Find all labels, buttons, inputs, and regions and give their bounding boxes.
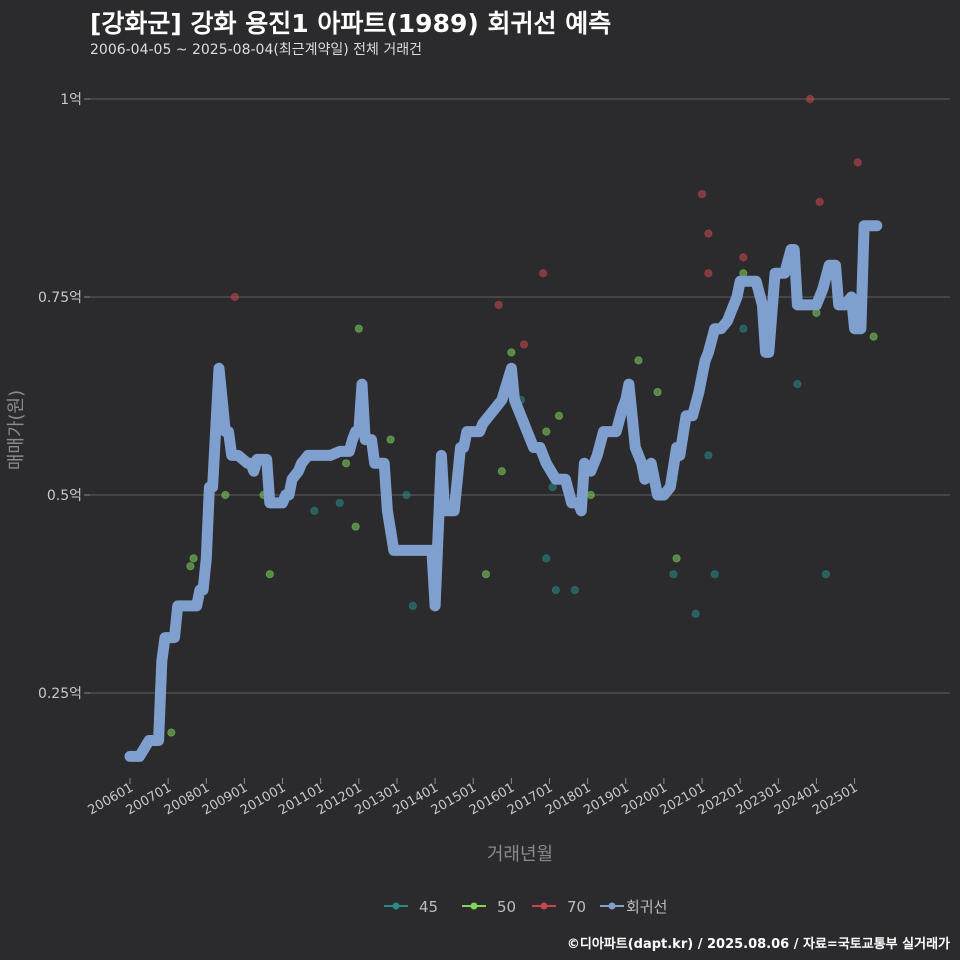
- point-70: [853, 158, 862, 167]
- point-50: [167, 728, 176, 737]
- point-70: [815, 197, 824, 207]
- point-50: [653, 387, 662, 397]
- legend-item: 45: [384, 898, 438, 916]
- chart-title: [강화군] 강화 용진1 아파트(1989) 회귀선 예측: [90, 9, 612, 38]
- legend-label: 회귀선: [626, 898, 667, 916]
- legend-key-dot: [608, 902, 616, 910]
- point-70: [519, 340, 529, 349]
- point-50: [554, 411, 564, 420]
- point-70: [739, 253, 748, 262]
- point-50: [634, 356, 643, 365]
- point-50: [354, 324, 363, 333]
- point-50: [351, 522, 360, 531]
- legend-item: 70: [532, 898, 586, 916]
- point-50: [672, 554, 681, 563]
- point-45: [793, 380, 802, 389]
- point-45: [704, 451, 713, 460]
- regression-line: [124, 220, 883, 762]
- y-axis-title: 매매가(원): [6, 390, 27, 470]
- point-45: [821, 570, 831, 579]
- chart-subtitle: 2006-04-05 ~ 2025-08-04(최근계약일) 전체 거래건: [90, 42, 422, 58]
- y-tick-label: 0.25억: [38, 686, 82, 702]
- point-45: [739, 324, 748, 333]
- point-50: [869, 332, 878, 341]
- point-50: [186, 562, 195, 571]
- point-50: [497, 467, 506, 476]
- legend-label: 45: [419, 898, 438, 916]
- x-axis: 2006012007012008012009012010012011012012…: [86, 778, 861, 818]
- credit-footer: ©디아파트(dapt.kr) / 2025.08.06 / 자료=국토교통부 실…: [566, 937, 950, 952]
- x-axis-title: 거래년월: [487, 844, 553, 865]
- point-45: [710, 570, 719, 579]
- legend: 45 50 70 회귀선: [384, 898, 667, 916]
- point-70: [230, 292, 239, 302]
- point-45: [408, 601, 417, 610]
- point-50: [265, 570, 274, 579]
- y-axis: 0.25억 0.5억 0.75억 1억: [38, 92, 90, 702]
- point-45: [542, 554, 551, 563]
- point-70: [494, 300, 503, 310]
- legend-item: 회귀선: [600, 898, 667, 916]
- legend-label: 70: [567, 898, 586, 916]
- point-50: [342, 459, 351, 468]
- point-70: [805, 94, 815, 104]
- legend-item: 50: [462, 898, 516, 916]
- point-45: [691, 609, 700, 618]
- point-50: [542, 427, 551, 436]
- legend-key-dot: [392, 902, 400, 910]
- point-45: [570, 585, 580, 595]
- y-tick-label: 0.5억: [47, 488, 82, 504]
- point-45: [335, 498, 344, 508]
- legend-key-dot: [540, 902, 548, 910]
- legend-label: 50: [497, 898, 516, 916]
- point-50: [481, 570, 491, 579]
- legend-key-dot: [470, 902, 478, 910]
- point-70: [539, 269, 548, 278]
- point-50: [586, 490, 595, 500]
- point-45: [310, 506, 319, 515]
- y-tick-label: 1억: [60, 92, 82, 108]
- point-45: [402, 490, 411, 500]
- regression-line-path: [124, 220, 883, 762]
- point-70: [697, 189, 707, 199]
- point-70: [704, 269, 713, 278]
- point-45: [551, 585, 560, 595]
- point-50: [221, 490, 230, 500]
- point-45: [669, 570, 678, 579]
- y-tick-label: 0.75억: [38, 290, 82, 306]
- scatter-points: [167, 94, 878, 737]
- point-50: [189, 554, 198, 563]
- point-50: [507, 348, 516, 357]
- point-70: [704, 229, 713, 238]
- point-50: [386, 435, 395, 444]
